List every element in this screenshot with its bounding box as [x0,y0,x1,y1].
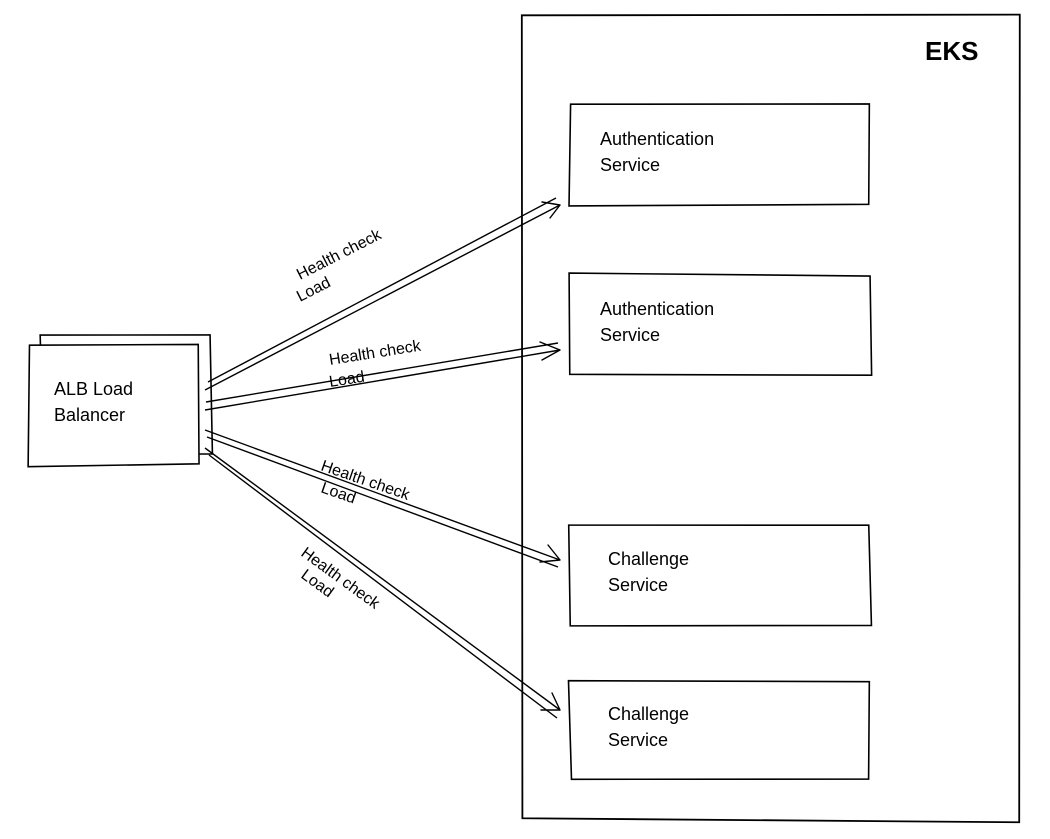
edge-line-inner [207,437,558,567]
service-label: ChallengeService [608,704,689,750]
architecture-diagram: EKS ALB LoadBalancer AuthenticationServi… [0,0,1050,839]
edge-to-chal-1: Health checkLoad [205,430,560,567]
edge-label-top: Health check [294,226,385,284]
services-group: AuthenticationService AuthenticationServi… [568,104,871,779]
edge-to-auth-2: Health checkLoad [205,338,560,410]
service-auth-2: AuthenticationService [569,273,872,375]
service-auth-1: AuthenticationService [569,104,869,206]
alb-node: ALB LoadBalancer [28,335,212,467]
eks-border [522,15,1020,823]
edges-group: Health checkLoadHealth checkLoadHealth c… [205,198,560,718]
eks-title: EKS [925,36,978,66]
edge-label-bottom: Load [328,369,366,391]
eks-container: EKS [522,15,1020,823]
service-label: AuthenticationService [600,299,714,345]
edge-to-auth-1: Health checkLoad [205,198,560,390]
service-label: ChallengeService [608,549,689,595]
edge-label-top: Health check [328,338,423,369]
service-chal-1: ChallengeService [569,525,872,626]
service-chal-2: ChallengeService [568,681,869,780]
edge-line [205,205,560,390]
service-label: AuthenticationService [600,129,714,175]
